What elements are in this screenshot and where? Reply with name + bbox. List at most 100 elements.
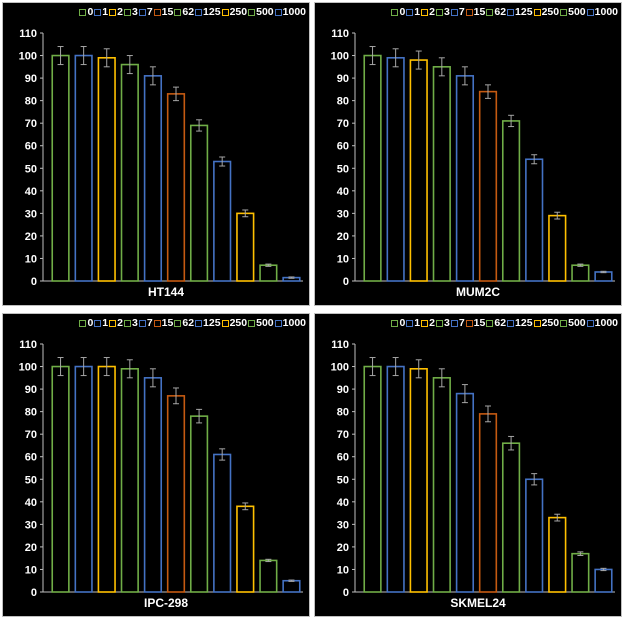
- legend-swatch: [586, 319, 594, 327]
- legend-label: 7: [458, 317, 465, 329]
- legend-label: 500: [568, 6, 586, 18]
- legend-swatch: [507, 8, 515, 16]
- bar: [97, 365, 116, 593]
- legend-label: 3: [443, 317, 450, 329]
- y-tick-label: 100: [19, 362, 37, 374]
- bar: [213, 160, 232, 282]
- legend-label: 15: [473, 317, 486, 329]
- legend-label: 1: [102, 6, 109, 18]
- y-tick-label: 100: [331, 362, 349, 374]
- bar: [432, 66, 451, 282]
- legend-item: 1000: [274, 6, 306, 18]
- legend-swatch: [94, 319, 102, 327]
- bar: [571, 264, 590, 282]
- legend-swatch: [507, 319, 515, 327]
- chart-panel-ht144: 0 10 20 30 40 50 60 70 80 90 100 110 0 1 2 3 7 15 62 125 25…: [2, 2, 310, 306]
- y-tick-label: 60: [25, 141, 37, 153]
- legend-item: 500: [248, 6, 274, 18]
- legend-label: 15: [161, 6, 174, 18]
- bar: [282, 579, 301, 593]
- legend-swatch: [560, 8, 568, 16]
- legend-swatch: [174, 8, 182, 16]
- legend-label: 62: [182, 6, 195, 18]
- legend-label: 125: [203, 317, 221, 329]
- legend-item: 1: [406, 6, 420, 18]
- bar: [236, 212, 255, 282]
- legend-label: 125: [203, 6, 221, 18]
- legend-swatch: [123, 8, 131, 16]
- bar: [525, 478, 544, 593]
- y-tick-label: 90: [25, 73, 37, 85]
- legend-label: 1000: [594, 317, 618, 329]
- legend-item: 62: [174, 6, 194, 18]
- legend-swatch: [486, 8, 494, 16]
- y-tick-label: 10: [337, 564, 349, 576]
- legend-item: 15: [465, 317, 486, 329]
- bar: [432, 377, 451, 593]
- bar: [501, 442, 521, 593]
- chart-panel-mum2c: 0 10 20 30 40 50 60 70 80 90 100 110 0 1 2 3 7 15 62 125 25…: [314, 2, 622, 306]
- y-tick-label: 90: [25, 384, 37, 396]
- legend-item: 7: [138, 6, 153, 18]
- y-tick-label: 10: [25, 253, 37, 265]
- legend-item: 62: [486, 6, 506, 18]
- legend-swatch: [221, 319, 229, 327]
- y-tick-label: 100: [331, 51, 349, 63]
- bar: [189, 415, 209, 593]
- legend-item: 2: [109, 317, 123, 329]
- legend-swatch: [586, 8, 594, 16]
- legend-label: 1000: [594, 6, 618, 18]
- legend-swatch: [248, 319, 256, 327]
- legend-label: 2: [117, 6, 123, 18]
- legend-swatch: [109, 8, 117, 16]
- legend-swatch: [195, 8, 203, 16]
- legend-swatch: [248, 8, 256, 16]
- legend-label: 3: [443, 6, 450, 18]
- legend-item: 0: [391, 6, 405, 18]
- y-tick-label: 60: [337, 141, 349, 153]
- y-tick-label: 110: [19, 28, 37, 40]
- legend: 0 1 2 3 7 15 62 125 250 500 1000: [391, 6, 618, 18]
- legend-swatch: [450, 8, 458, 16]
- bar: [259, 264, 278, 282]
- legend-item: 0: [391, 317, 405, 329]
- legend-item: 3: [123, 6, 138, 18]
- chart-svg: 0 10 20 30 40 50 60 70 80 90 100 110: [331, 28, 615, 288]
- bar: [409, 367, 428, 593]
- legend: 0 1 2 3 7 15 62 125 250 500 1000: [391, 317, 618, 329]
- bar: [409, 59, 428, 282]
- legend-item: 250: [221, 317, 247, 329]
- bar: [594, 271, 613, 282]
- legend-label: 125: [515, 6, 533, 18]
- legend-item: 500: [248, 317, 274, 329]
- legend-label: 1000: [282, 317, 306, 329]
- y-tick-label: 80: [25, 407, 37, 419]
- legend-label: 62: [494, 317, 507, 329]
- y-tick-label: 20: [25, 542, 37, 554]
- legend-item: 3: [435, 317, 450, 329]
- legend-swatch: [221, 8, 229, 16]
- legend-item: 15: [153, 6, 174, 18]
- chart-panel-skmel24: 0 10 20 30 40 50 60 70 80 90 100 110 0 1 2 3 7 15 62 125 25…: [314, 313, 622, 617]
- y-tick-label: 70: [25, 429, 37, 441]
- legend-item: 125: [507, 6, 533, 18]
- y-tick-label: 40: [337, 186, 349, 198]
- legend-label: 7: [146, 6, 153, 18]
- y-tick-label: 110: [19, 339, 37, 351]
- legend-item: 125: [195, 317, 221, 329]
- legend-item: 1: [406, 317, 420, 329]
- legend-item: 3: [435, 6, 450, 18]
- bar: [455, 75, 475, 282]
- bar: [120, 367, 139, 593]
- legend-item: 500: [560, 317, 586, 329]
- legend-label: 1: [414, 6, 421, 18]
- legend-item: 1: [94, 6, 108, 18]
- bar: [213, 453, 232, 593]
- y-tick-label: 30: [337, 208, 349, 220]
- legend-swatch: [465, 319, 473, 327]
- y-tick-label: 80: [337, 407, 349, 419]
- legend-item: 2: [421, 6, 435, 18]
- y-tick-label: 50: [25, 474, 37, 486]
- bar: [478, 90, 498, 282]
- legend-item: 3: [123, 317, 138, 329]
